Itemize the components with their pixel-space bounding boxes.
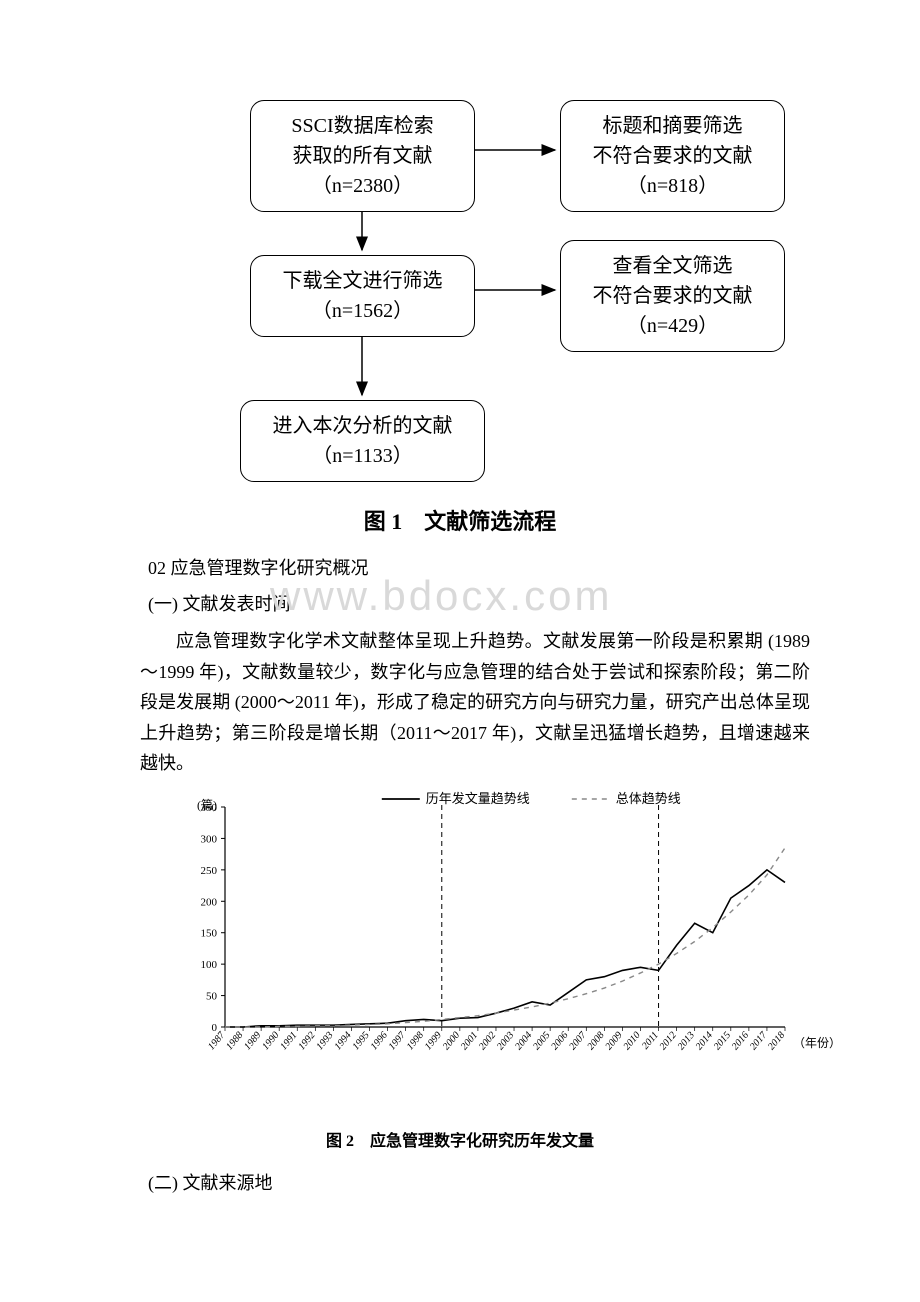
- svg-text:2006: 2006: [549, 1030, 570, 1052]
- svg-text:1994: 1994: [332, 1030, 353, 1052]
- line-chart-svg: 050100150200250300350(篇)1987198819891990…: [140, 789, 840, 1109]
- flow-box-line: （n=2380）: [312, 175, 413, 197]
- svg-text:1990: 1990: [260, 1030, 281, 1052]
- svg-text:2001: 2001: [459, 1030, 480, 1052]
- svg-text:1987: 1987: [206, 1029, 228, 1052]
- svg-text:2008: 2008: [585, 1030, 606, 1052]
- svg-text:2000: 2000: [441, 1030, 462, 1052]
- svg-text:1999: 1999: [423, 1030, 444, 1052]
- svg-text:2018: 2018: [766, 1030, 787, 1052]
- svg-text:历年发文量趋势线: 历年发文量趋势线: [426, 791, 530, 806]
- svg-text:2002: 2002: [477, 1030, 498, 1052]
- flow-box-line: 查看全文筛选: [613, 255, 733, 277]
- line-chart-figure: 050100150200250300350(篇)1987198819891990…: [140, 789, 840, 1109]
- svg-text:1993: 1993: [314, 1030, 335, 1052]
- svg-text:2013: 2013: [676, 1030, 697, 1052]
- svg-text:2012: 2012: [658, 1030, 679, 1052]
- svg-text:1997: 1997: [387, 1029, 409, 1052]
- flow-box-title-abstract-filter: 标题和摘要筛选 不符合要求的文献 （n=818）: [560, 100, 785, 212]
- subheading-2: (二) 文献来源地: [148, 1169, 820, 1195]
- svg-text:2015: 2015: [712, 1030, 733, 1052]
- flow-box-line: 获取的所有文献: [293, 145, 433, 167]
- svg-text:总体趋势线: 总体趋势线: [616, 791, 681, 806]
- flow-box-line: （n=818）: [627, 175, 718, 197]
- svg-text:2016: 2016: [730, 1030, 751, 1052]
- figure2-caption: 图 2 应急管理数字化研究历年发文量: [100, 1127, 820, 1151]
- figure1-caption: 图 1 文献筛选流程: [100, 504, 820, 536]
- svg-text:2003: 2003: [495, 1030, 516, 1052]
- flow-box-line: 下载全文进行筛选: [283, 270, 443, 292]
- watermark-text: www.bdocx.com: [270, 572, 612, 620]
- flow-box-line: 标题和摘要筛选: [603, 115, 743, 137]
- svg-text:1992: 1992: [296, 1030, 317, 1052]
- svg-text:250: 250: [201, 865, 218, 877]
- flow-box-line: 不符合要求的文献: [593, 285, 753, 307]
- svg-text:1988: 1988: [224, 1030, 245, 1052]
- svg-text:2004: 2004: [513, 1030, 534, 1052]
- svg-text:300: 300: [201, 833, 218, 845]
- flow-box-line: 进入本次分析的文献: [273, 415, 453, 437]
- flow-box-ssci-search: SSCI数据库检索 获取的所有文献 （n=2380）: [250, 100, 475, 212]
- svg-text:1998: 1998: [405, 1030, 426, 1052]
- svg-text:100: 100: [201, 959, 218, 971]
- flow-box-line: 不符合要求的文献: [593, 145, 753, 167]
- svg-text:150: 150: [201, 928, 218, 940]
- flowchart-figure: SSCI数据库检索 获取的所有文献 （n=2380） 标题和摘要筛选 不符合要求…: [160, 80, 760, 480]
- svg-text:1991: 1991: [278, 1030, 299, 1052]
- svg-text:2010: 2010: [621, 1030, 642, 1052]
- svg-text:1996: 1996: [369, 1030, 390, 1052]
- svg-text:2005: 2005: [531, 1030, 552, 1052]
- flow-box-line: （n=429）: [627, 315, 718, 337]
- svg-text:(篇): (篇): [197, 797, 217, 812]
- flow-box-download-fulltext: 下载全文进行筛选 （n=1562）: [250, 255, 475, 337]
- svg-text:1989: 1989: [242, 1030, 263, 1052]
- flow-box-fulltext-filter: 查看全文筛选 不符合要求的文献 （n=429）: [560, 240, 785, 352]
- svg-text:2017: 2017: [748, 1029, 770, 1052]
- paragraph-body: 应急管理数字化学术文献整体呈现上升趋势。文献发展第一阶段是积累期 (1989～1…: [140, 626, 810, 779]
- svg-text:1995: 1995: [351, 1030, 372, 1052]
- svg-text:2009: 2009: [603, 1030, 624, 1052]
- flow-box-final-included: 进入本次分析的文献 （n=1133）: [240, 400, 485, 482]
- svg-text:2014: 2014: [694, 1030, 715, 1052]
- flow-box-line: （n=1562）: [312, 300, 413, 322]
- svg-text:2007: 2007: [567, 1029, 589, 1052]
- svg-text:2011: 2011: [640, 1030, 661, 1052]
- svg-text:50: 50: [206, 991, 218, 1003]
- flow-box-line: SSCI数据库检索: [291, 115, 433, 137]
- svg-text:（年份）: （年份）: [793, 1036, 840, 1050]
- svg-text:200: 200: [201, 896, 218, 908]
- flow-box-line: （n=1133）: [312, 445, 413, 467]
